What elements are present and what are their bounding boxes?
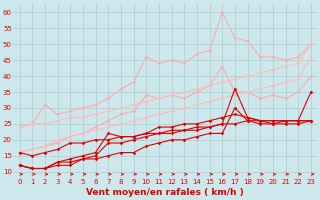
X-axis label: Vent moyen/en rafales ( km/h ): Vent moyen/en rafales ( km/h ): [86, 188, 244, 197]
